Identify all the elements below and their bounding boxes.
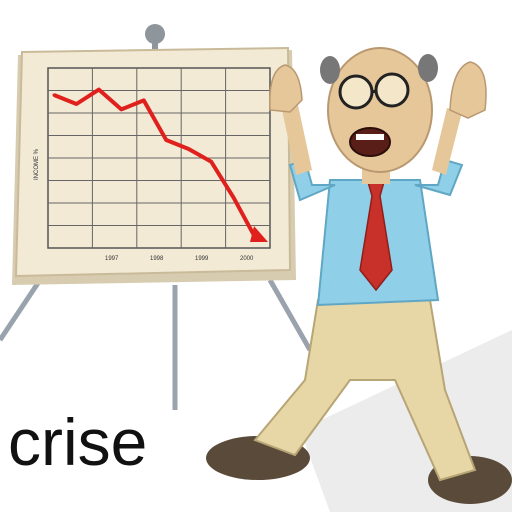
series-point xyxy=(187,147,191,151)
pants xyxy=(253,299,477,482)
easel-knob xyxy=(145,24,165,44)
glasses-right-lens xyxy=(374,72,410,108)
series-point xyxy=(209,160,213,164)
right-hand xyxy=(449,61,487,119)
right-arm xyxy=(414,158,464,197)
tie xyxy=(359,181,393,292)
chart-grid xyxy=(48,68,270,248)
series-point xyxy=(164,138,168,142)
series-point xyxy=(142,98,146,102)
man-figure xyxy=(206,47,512,504)
line-chart: INCOME % 1997 1998 1999 2000 xyxy=(34,67,271,262)
series-point xyxy=(74,102,78,106)
easel xyxy=(0,24,313,410)
series-point xyxy=(52,93,56,97)
x-tick-label: 1999 xyxy=(195,256,209,262)
series-point xyxy=(119,107,123,111)
mouth xyxy=(349,127,391,157)
arrow-head xyxy=(250,226,268,242)
chart-board xyxy=(12,46,296,285)
x-tick-label: 2000 xyxy=(240,256,254,262)
caption-text: crise xyxy=(8,405,148,479)
x-tick-label: 1998 xyxy=(150,256,164,262)
y-axis-label: INCOME % xyxy=(34,148,40,180)
series-point xyxy=(232,196,236,200)
left-forearm xyxy=(282,105,312,175)
x-tick-label: 1997 xyxy=(105,256,119,262)
glasses-left-lens xyxy=(338,74,374,110)
series-point xyxy=(97,88,101,92)
left-hair xyxy=(320,56,340,84)
right-hair xyxy=(418,54,438,82)
x-tick-labels: 1997 1998 1999 2000 xyxy=(105,256,254,262)
right-forearm xyxy=(432,108,462,175)
board-surface xyxy=(14,46,292,278)
series-line xyxy=(53,87,258,240)
left-hand xyxy=(269,64,303,113)
